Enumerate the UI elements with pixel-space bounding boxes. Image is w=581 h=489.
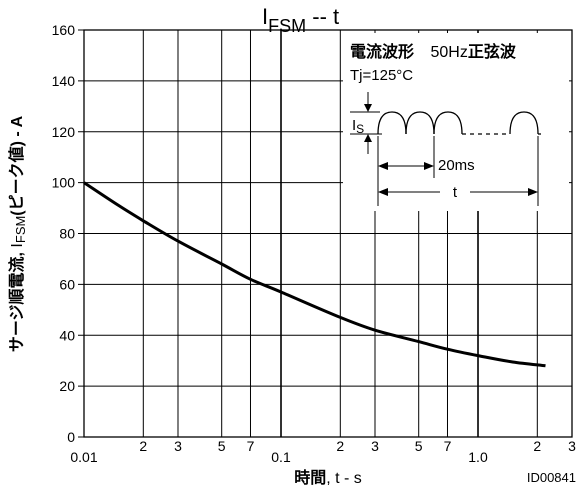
y-tick-label: 40	[59, 327, 75, 343]
y-tick-label: 20	[59, 378, 75, 394]
pulse-last	[509, 111, 539, 135]
x-tick-label: 7	[444, 438, 452, 454]
waveform-freq: 50Hz	[430, 44, 467, 61]
x-tick-label: 5	[218, 438, 226, 454]
period-arrow-right-head	[424, 162, 434, 170]
x-axis-label-rest: , t - s	[326, 470, 362, 487]
waveform-title-bold: 電流波形	[350, 42, 414, 61]
waveform-inset: 電流波形 50Hz正弦波 Tj=125°C IS 20ms	[350, 42, 541, 206]
x-tick-labels: 0.01 2 3 5 7 0.1 2 3 5 7 1.0 2 3	[70, 438, 576, 465]
duration-arrow-right-head	[528, 188, 538, 196]
y-tick-label: 120	[52, 124, 76, 140]
x-tick-label: 5	[415, 438, 423, 454]
y-axis-label-normal: I	[9, 243, 26, 247]
period-label: 20ms	[438, 157, 475, 174]
chart-title-sub: FSM	[268, 16, 306, 36]
y-axis-label-bold1: サージ順電流,	[7, 248, 26, 353]
chart-title-main: I	[262, 4, 268, 29]
is-arrow-bottom-head	[364, 134, 372, 142]
waveform-title: 電流波形 50Hz正弦波	[350, 42, 517, 61]
y-axis-label: サージ順電流, IFSM(ピーク値) - A	[7, 115, 28, 352]
x-axis-label-bold: 時間	[294, 468, 326, 487]
y-tick-label: 140	[52, 73, 76, 89]
y-tick-label: 60	[59, 276, 75, 292]
y-tick-label: 100	[52, 175, 76, 191]
x-tick-label: 2	[139, 438, 147, 454]
y-tick-label: 80	[59, 226, 75, 242]
x-tick-label: 0.1	[271, 449, 291, 465]
pulse-1	[377, 111, 407, 135]
x-tick-label: 0.01	[70, 449, 97, 465]
y-axis-label-bold2: (ピーク値) - A	[7, 115, 26, 215]
x-tick-label: 2	[533, 438, 541, 454]
y-axis-label-sub: FSM	[13, 216, 28, 243]
chart-title: IFSM -- t	[262, 4, 339, 36]
is-arrow-top-head	[364, 104, 372, 112]
x-tick-label: 2	[336, 438, 344, 454]
y-tick-label: 160	[52, 22, 76, 38]
period-arrow-left-head	[378, 162, 388, 170]
chart-title-rest: -- t	[306, 4, 339, 29]
duration-arrow-left-head	[378, 188, 388, 196]
x-tick-label: 3	[568, 438, 576, 454]
pulse-3	[433, 111, 463, 135]
pulse-2	[405, 111, 435, 135]
x-tick-label: 3	[174, 438, 182, 454]
x-tick-label: 7	[247, 438, 255, 454]
x-tick-label: 3	[371, 438, 379, 454]
series-line	[83, 181, 546, 368]
waveform-type: 正弦波	[468, 42, 517, 61]
inset-background	[343, 33, 569, 211]
x-axis-label: 時間, t - s	[294, 468, 362, 487]
tj-label: Tj=125°C	[350, 67, 413, 84]
x-tick-label: 1.0	[468, 449, 488, 465]
y-tick-label: 0	[67, 429, 75, 445]
figure-id: ID00841	[527, 470, 576, 485]
y-tick-labels: 0 20 40 60 80 100 120 140 160	[52, 22, 84, 445]
is-label: IS	[352, 117, 364, 136]
duration-label: t	[453, 184, 458, 201]
